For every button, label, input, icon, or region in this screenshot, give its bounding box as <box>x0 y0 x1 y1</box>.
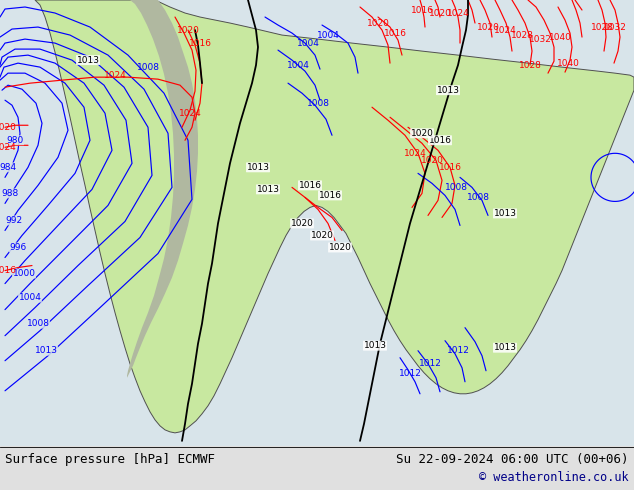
Text: 1013: 1013 <box>77 56 100 65</box>
Text: 1013: 1013 <box>247 163 269 172</box>
Text: 1004: 1004 <box>287 61 309 70</box>
Text: 1028: 1028 <box>590 23 614 31</box>
Text: 1020: 1020 <box>477 23 500 31</box>
Text: 1008: 1008 <box>444 183 467 192</box>
Text: 1016: 1016 <box>188 39 212 48</box>
Text: 1004: 1004 <box>18 293 41 302</box>
Text: 1013: 1013 <box>436 86 460 95</box>
Text: 1000: 1000 <box>13 269 36 278</box>
Text: 1028: 1028 <box>519 61 541 70</box>
Text: 1020: 1020 <box>290 219 313 228</box>
Text: 1012: 1012 <box>446 346 469 355</box>
Text: 1004: 1004 <box>297 39 320 48</box>
Text: 1020: 1020 <box>366 19 389 27</box>
Text: 1028: 1028 <box>510 30 533 40</box>
Text: 1016: 1016 <box>0 266 16 275</box>
Text: Su 22-09-2024 06:00 UTC (00+06): Su 22-09-2024 06:00 UTC (00+06) <box>396 453 629 466</box>
Polygon shape <box>127 0 198 378</box>
Text: 1020: 1020 <box>429 8 451 18</box>
Text: 984: 984 <box>0 163 16 172</box>
Text: 1004: 1004 <box>316 30 339 40</box>
Text: 1013: 1013 <box>363 341 387 350</box>
Text: 1016: 1016 <box>410 5 434 15</box>
Text: 1024: 1024 <box>0 143 16 152</box>
Text: 1013: 1013 <box>34 346 58 355</box>
Text: 1016: 1016 <box>318 191 342 200</box>
Text: 1020: 1020 <box>420 156 443 165</box>
Text: 1008: 1008 <box>467 193 489 202</box>
Text: 1008: 1008 <box>27 319 49 328</box>
Text: 1016: 1016 <box>384 28 406 38</box>
Text: 992: 992 <box>6 216 23 225</box>
Text: 1040: 1040 <box>548 32 571 42</box>
Text: 1032: 1032 <box>604 23 626 31</box>
Text: 1032: 1032 <box>529 35 552 44</box>
Text: 1024: 1024 <box>103 71 126 80</box>
Text: 1020: 1020 <box>176 25 200 35</box>
Text: 1013: 1013 <box>493 343 517 352</box>
Text: 1013: 1013 <box>493 209 517 218</box>
Text: 980: 980 <box>6 136 23 145</box>
Text: 1040: 1040 <box>557 59 579 68</box>
Text: 1008: 1008 <box>306 98 330 108</box>
Text: Surface pressure [hPa] ECMWF: Surface pressure [hPa] ECMWF <box>5 453 215 466</box>
Text: 1012: 1012 <box>418 359 441 368</box>
Text: 1012: 1012 <box>399 369 422 378</box>
Text: 1024: 1024 <box>494 25 516 35</box>
Text: 1024: 1024 <box>404 149 427 158</box>
Text: 1008: 1008 <box>136 63 160 72</box>
Text: 1013: 1013 <box>257 185 280 194</box>
Text: 1024: 1024 <box>446 8 469 18</box>
Text: 1016: 1016 <box>429 136 451 145</box>
Polygon shape <box>35 0 634 433</box>
Text: 996: 996 <box>10 243 27 252</box>
Text: 1024: 1024 <box>179 109 202 118</box>
Text: 988: 988 <box>1 189 18 198</box>
Text: 1016: 1016 <box>299 181 321 190</box>
Text: 1020: 1020 <box>311 231 333 240</box>
Text: 1020: 1020 <box>0 123 16 132</box>
Text: 1020: 1020 <box>328 243 351 252</box>
Text: 1016: 1016 <box>439 163 462 172</box>
Text: 1020: 1020 <box>411 129 434 138</box>
Text: © weatheronline.co.uk: © weatheronline.co.uk <box>479 471 629 485</box>
